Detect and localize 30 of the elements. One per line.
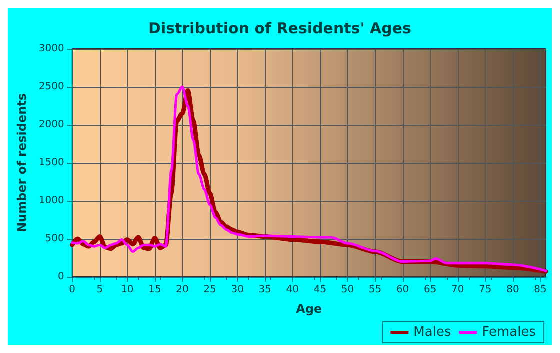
x-tick-label: 65 <box>424 284 437 296</box>
y-tick-label: 500 <box>45 234 64 244</box>
x-tick-label: 35 <box>258 284 272 296</box>
legend-label: Males <box>414 325 452 340</box>
y-tick-label: 1500 <box>38 158 64 168</box>
x-tick-label: 20 <box>176 284 189 296</box>
x-tick-label: 85 <box>534 284 547 296</box>
x-tick-label: 40 <box>286 284 300 296</box>
x-tick-label: 15 <box>148 284 162 296</box>
x-tick-label: 10 <box>121 284 134 296</box>
chart-title: Distribution of Residents' Ages <box>148 20 412 38</box>
y-tick-label: 2000 <box>38 120 64 130</box>
y-axis-title: Number of residents <box>15 93 29 233</box>
x-tick-label: 55 <box>368 284 382 296</box>
y-tick-label: 0 <box>58 272 64 282</box>
y-tick-label: 3000 <box>38 44 64 54</box>
x-tick-label: 75 <box>479 284 492 296</box>
x-tick-label: 25 <box>204 284 216 296</box>
x-tick-label: 0 <box>69 284 76 296</box>
x-tick-label: 60 <box>396 284 410 296</box>
legend-label: Females <box>482 325 536 340</box>
x-tick-label: 30 <box>231 284 244 296</box>
y-tick-label: 1000 <box>38 196 64 206</box>
x-tick-label: 5 <box>96 284 104 296</box>
x-tick-label: 45 <box>314 284 327 296</box>
y-tick-label: 2500 <box>38 82 64 92</box>
x-tick-label: 80 <box>506 284 520 296</box>
x-tick-label: 70 <box>452 284 464 296</box>
x-tick-label: 50 <box>341 284 354 296</box>
x-axis-title: Age <box>296 302 322 316</box>
